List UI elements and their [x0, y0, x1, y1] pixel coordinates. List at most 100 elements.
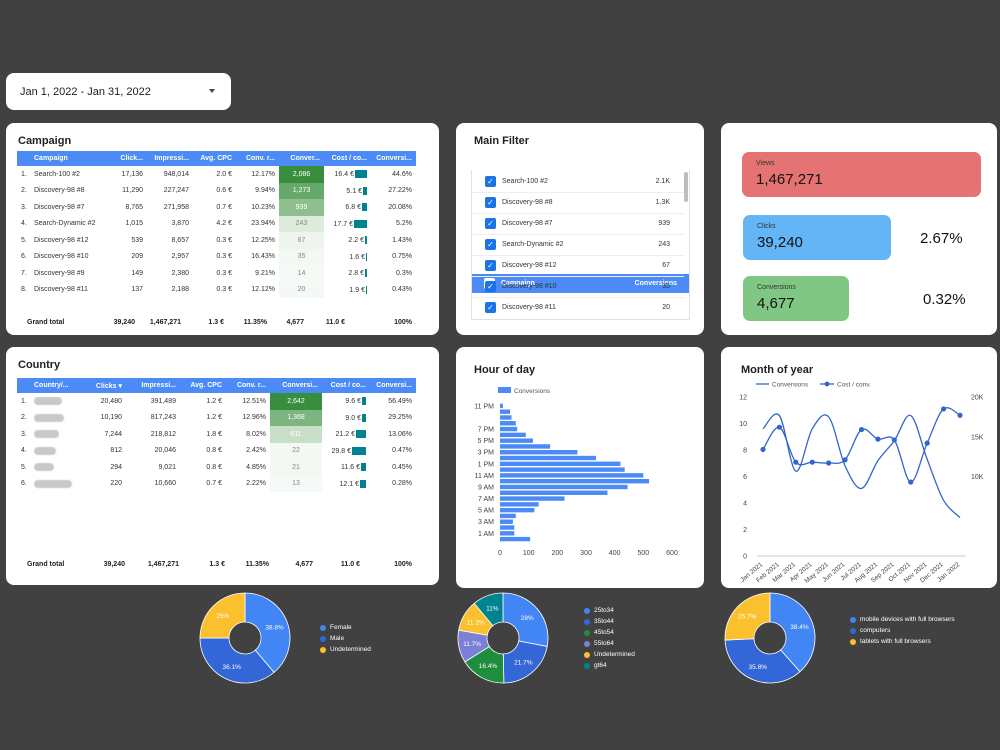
data-point[interactable]	[858, 426, 865, 433]
filter-list[interactable]: ✓ Search-100 #2 2.1K ✓ Discovery-98 #8 1.3K ✓ D…	[471, 170, 690, 320]
bar-7-am[interactable]	[500, 496, 565, 501]
column-header-country[interactable]: Country/...	[30, 378, 80, 393]
column-header-conv-rate[interactable]: Conv. r...	[236, 151, 279, 166]
data-point[interactable]	[842, 457, 848, 463]
bar-5-am[interactable]	[500, 507, 535, 513]
slice-undetermined[interactable]	[199, 592, 246, 639]
table-row[interactable]: 7. Discovery-98 #9 149 2,380 0.3 € 9.21% 14 2.8…	[17, 265, 416, 282]
slice-female[interactable]	[244, 592, 291, 673]
checkbox-checked-icon[interactable]: ✓	[485, 176, 496, 187]
table-row[interactable]: 3. 7,244 218,812 1.8 € 8.02% 611 21.2 € 13.06%	[17, 426, 416, 443]
data-point[interactable]	[891, 437, 897, 443]
filter-item[interactable]: ✓ Search-100 #2 2.1K	[472, 171, 684, 192]
table-row[interactable]: 4. Search-Dynamic #2 1,015 3,870 4.2 € 23.94%…	[17, 215, 416, 232]
legend-item[interactable]: Male	[320, 635, 430, 643]
table-row[interactable]: 6. 220 10,660 0.7 € 2.22% 13 12.1 € 0.28%	[17, 475, 416, 492]
column-header-clicks[interactable]: Clicks ▾	[80, 378, 126, 393]
data-point[interactable]	[793, 459, 799, 465]
column-header-campaign[interactable]: Campaign	[30, 151, 105, 166]
checkbox-checked-icon[interactable]: ✓	[485, 197, 496, 208]
checkbox-checked-icon[interactable]: ✓	[485, 281, 496, 292]
column-header-impressions[interactable]: Impressi...	[126, 378, 180, 393]
bar-9-am[interactable]	[500, 484, 628, 490]
checkbox-checked-icon[interactable]: ✓	[485, 302, 496, 313]
column-header-impressions[interactable]: Impressi...	[147, 151, 193, 166]
bar-5-pm[interactable]	[500, 438, 533, 443]
bar-9-pm[interactable]	[500, 415, 512, 420]
legend-item[interactable]: 35to44	[584, 618, 694, 626]
data-point[interactable]	[809, 459, 815, 465]
legend-item[interactable]: mobile devices with full browsers	[850, 616, 970, 624]
bar-4-am[interactable]	[500, 513, 516, 519]
bar-4-pm[interactable]	[500, 444, 551, 449]
bar-6-pm[interactable]	[500, 432, 526, 438]
legend-item[interactable]: Undetermined	[320, 646, 430, 654]
column-header-conversions[interactable]: Conversi...	[270, 378, 322, 393]
checkbox-checked-icon[interactable]: ✓	[485, 260, 496, 271]
slice-computers[interactable]	[724, 638, 801, 684]
column-header-avg-cpc[interactable]: Avg. CPC	[180, 378, 226, 393]
series-line-cost-per-conv[interactable]	[762, 407, 961, 483]
legend-item[interactable]: gt64	[584, 662, 694, 670]
column-header-conversions[interactable]: Conver...	[279, 151, 324, 166]
bar-11-pm[interactable]	[500, 403, 503, 409]
filter-scrollbar[interactable]	[684, 172, 688, 202]
column-header-cost-per-conv[interactable]: Cost / co...	[324, 151, 371, 166]
bar-2-am[interactable]	[500, 525, 515, 530]
column-header-conv-share[interactable]: Conversi...	[370, 378, 416, 393]
bar-6-am[interactable]	[500, 502, 539, 507]
bar-1-pm[interactable]	[500, 461, 621, 467]
slice-25to34[interactable]	[502, 592, 549, 647]
legend-item[interactable]: 45to54	[584, 629, 694, 637]
bar-7-pm[interactable]	[500, 426, 518, 432]
filter-item[interactable]: ✓ Search-Dynamic #2 243	[472, 234, 684, 255]
legend-item[interactable]: tablets with full browsers	[850, 638, 970, 646]
bar-12-pm[interactable]	[500, 467, 625, 472]
checkbox-checked-icon[interactable]: ✓	[485, 239, 496, 250]
legend-item[interactable]: 55to64	[584, 640, 694, 648]
checkbox-checked-icon[interactable]: ✓	[485, 218, 496, 229]
bar-1-am[interactable]	[500, 531, 515, 536]
column-header-conv-share[interactable]: Conversi...	[371, 151, 416, 166]
filter-item[interactable]: ✓ Discovery-98 #10 35	[472, 276, 684, 297]
legend-item[interactable]: Female	[320, 624, 430, 632]
bar-8-am[interactable]	[500, 490, 608, 495]
data-point[interactable]	[826, 460, 832, 466]
legend-item[interactable]: 25to34	[584, 607, 694, 615]
table-row[interactable]: 1. Search-100 #2 17,136 948,014 2.0 € 12.17% 2…	[17, 166, 416, 183]
data-point[interactable]	[924, 440, 930, 446]
bar-11-am[interactable]	[500, 473, 644, 478]
dropdown-arrow-icon[interactable]	[209, 89, 215, 93]
slice-male[interactable]	[199, 637, 275, 684]
filter-item[interactable]: ✓ Discovery-98 #7 939	[472, 213, 684, 234]
table-row[interactable]: 2. 10,190 817,243 1.2 € 12.96% 1,368 9.0 € 29.2…	[17, 409, 416, 426]
series-line-conversions[interactable]	[762, 413, 961, 519]
bar-10-pm[interactable]	[500, 409, 511, 414]
filter-item[interactable]: ✓ Discovery-98 #11 20	[472, 297, 684, 318]
column-header-conv-rate[interactable]: Conv. r...	[226, 378, 270, 393]
data-point[interactable]	[875, 436, 881, 442]
data-point[interactable]	[940, 406, 947, 412]
bar-2-pm[interactable]	[500, 455, 597, 461]
bar-10-am[interactable]	[500, 478, 650, 484]
legend-item[interactable]: Undetermined	[584, 651, 694, 659]
data-point[interactable]	[760, 446, 766, 453]
bar-3-am[interactable]	[500, 519, 513, 524]
table-row[interactable]: 2. Discovery-98 #8 11,290 227,247 0.6 € 9.94%…	[17, 182, 416, 199]
bar-3-pm[interactable]	[500, 450, 578, 455]
data-point[interactable]	[776, 424, 783, 430]
data-point[interactable]	[957, 412, 963, 418]
table-row[interactable]: 3. Discovery-98 #7 8,765 271,958 0.7 € 10.23%…	[17, 199, 416, 216]
data-point[interactable]	[908, 479, 914, 485]
slice-mobile[interactable]	[769, 592, 816, 673]
bar-12-am[interactable]	[500, 536, 531, 542]
column-header-cost-per-conv[interactable]: Cost / co...	[322, 378, 370, 393]
table-row[interactable]: 4. 812 20,046 0.8 € 2.42% 22 29.8 € 0.47%	[17, 442, 416, 459]
legend-item[interactable]: computers	[850, 627, 970, 635]
table-row[interactable]: 6. Discovery-98 #10 209 2,957 0.3 € 16.43% 35 1…	[17, 248, 416, 265]
table-row[interactable]: 8. Discovery-98 #11 137 2,188 0.3 € 12.12% 20 1…	[17, 281, 416, 298]
table-row[interactable]: 1. 20,480 391,489 1.2 € 12.51% 2,642 9.6 € 56.4…	[17, 393, 416, 410]
column-header-avg-cpc[interactable]: Avg. CPC	[193, 151, 236, 166]
date-range-picker[interactable]: Jan 1, 2022 - Jan 31, 2022	[6, 73, 231, 110]
table-row[interactable]: 5. 294 9,021 0.8 € 4.85% 21 11.6 € 0.45%	[17, 459, 416, 476]
